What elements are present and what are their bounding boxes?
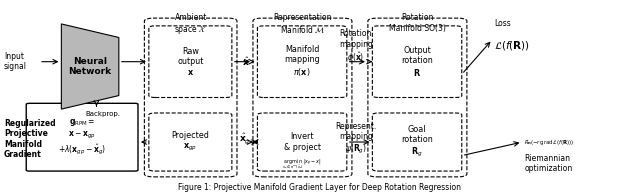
Text: Manifold
mapping
$\pi(\mathbf{x})$: Manifold mapping $\pi(\mathbf{x})$ (284, 45, 320, 78)
Text: Ambient
space $\mathcal{X}$: Ambient space $\mathcal{X}$ (175, 13, 207, 36)
Text: Represent.
mapping
$\psi(\mathbf{R}_g)$: Represent. mapping $\psi(\mathbf{R}_g)$ (335, 122, 376, 156)
Text: Neural
Network: Neural Network (68, 57, 111, 76)
Text: Projected
$\mathbf{x}_{gp}$: Projected $\mathbf{x}_{gp}$ (172, 131, 209, 153)
Text: $\hat{\mathbf{x}}_g$: $\hat{\mathbf{x}}_g$ (239, 132, 250, 146)
Text: Input
signal: Input signal (4, 52, 27, 71)
Text: $\hat{\mathbf{x}}$: $\hat{\mathbf{x}}$ (242, 55, 250, 68)
Text: Riemannian
optimization: Riemannian optimization (524, 154, 573, 173)
Text: Output
rotation
$\mathbf{R}$: Output rotation $\mathbf{R}$ (401, 46, 433, 78)
Text: Figure 1: Projective Manifold Gradient Layer for Deep Rotation Regression: Figure 1: Projective Manifold Gradient L… (179, 183, 461, 192)
Text: $R_{\mathbf{n}}(-r\,\mathrm{grad}\,\mathcal{L}(f(\mathbf{R})))$: $R_{\mathbf{n}}(-r\,\mathrm{grad}\,\math… (524, 137, 575, 146)
Text: Invert
& project: Invert & project (284, 132, 321, 152)
Text: Goal
rotation
$\mathbf{R}_g$: Goal rotation $\mathbf{R}_g$ (401, 125, 433, 159)
Text: Raw
output
$\mathbf{x}$: Raw output $\mathbf{x}$ (177, 47, 204, 77)
Text: Rotation
mapping
$\phi(\hat{\mathbf{x}})$: Rotation mapping $\phi(\hat{\mathbf{x}})… (339, 29, 372, 65)
Text: Representation
Manifold $\mathcal{M}$: Representation Manifold $\mathcal{M}$ (273, 13, 332, 35)
Text: $\underset{x_p \in \pi^{-1}(\hat{x}_g)}{\arg\min}\,|x_p - x|$: $\underset{x_p \in \pi^{-1}(\hat{x}_g)}{… (282, 158, 322, 171)
Text: Loss: Loss (494, 20, 511, 28)
Text: Rotation
Manifold SO(3): Rotation Manifold SO(3) (389, 13, 446, 33)
Text: $\mathbf{g}_{\mathrm{RPM}} =$
$\mathbf{x} - \mathbf{x}_{gp}$
$+\lambda(\mathbf{x: $\mathbf{g}_{\mathrm{RPM}} =$ $\mathbf{x… (58, 117, 106, 157)
Polygon shape (61, 24, 119, 109)
FancyBboxPatch shape (26, 103, 138, 171)
Text: Backprop.: Backprop. (85, 111, 120, 117)
Text: Regularized
Projective
Manifold
Gradient: Regularized Projective Manifold Gradient (4, 119, 56, 159)
Text: $\mathcal{L}(f(\mathbf{R}))$: $\mathcal{L}(f(\mathbf{R}))$ (494, 39, 531, 52)
